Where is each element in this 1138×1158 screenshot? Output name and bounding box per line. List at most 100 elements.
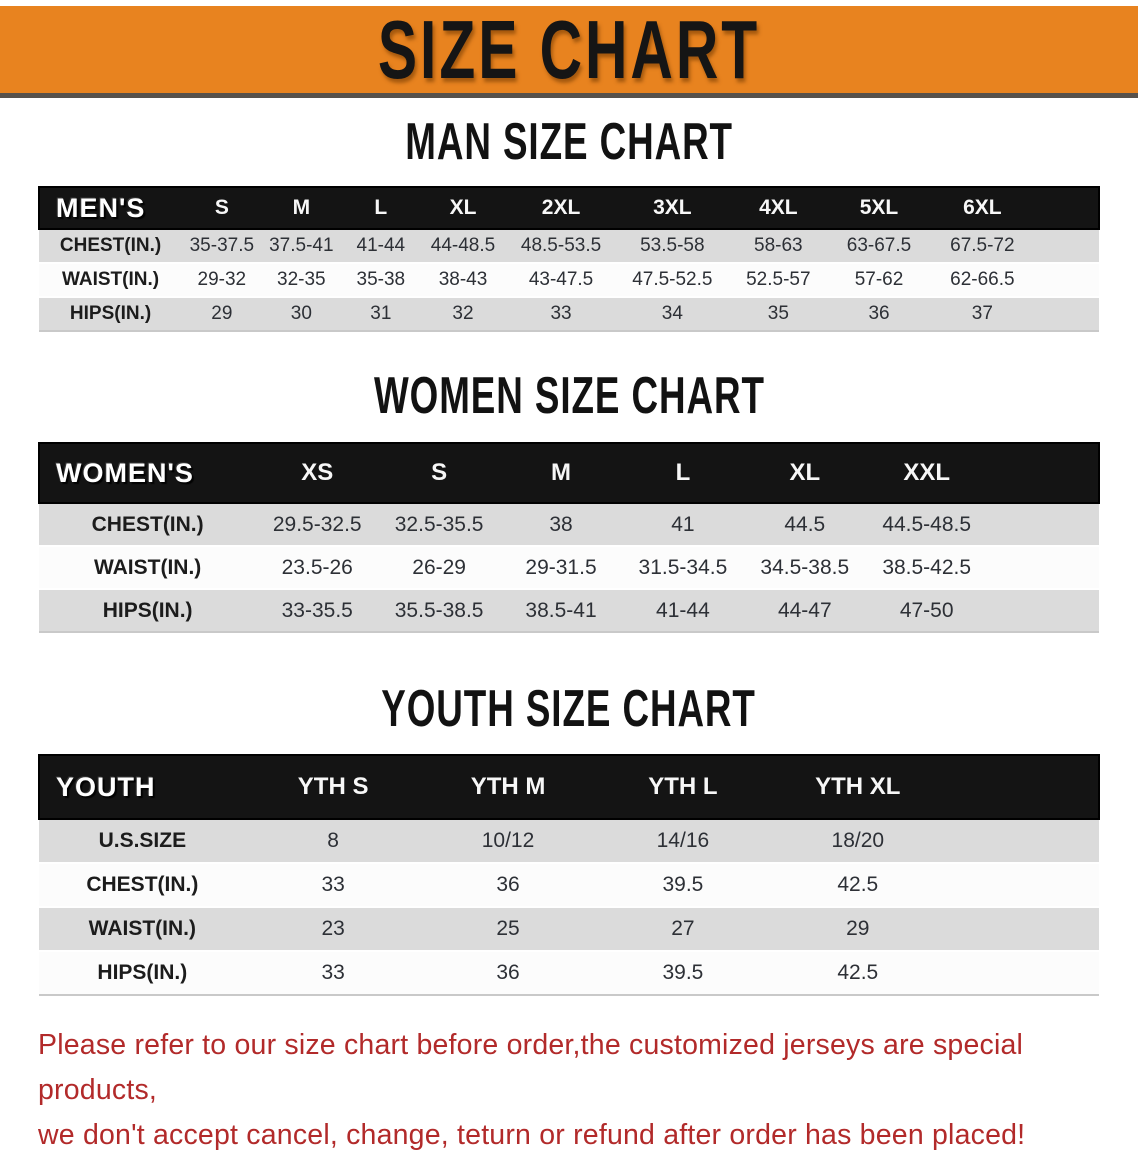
- size-value: 41: [621, 502, 744, 547]
- size-value: 29: [770, 906, 946, 952]
- men-size-header: 3XL: [616, 186, 728, 230]
- man-size-chart-heading: MAN SIZE CHART: [0, 113, 1138, 170]
- size-value: 52.5-57: [727, 263, 829, 297]
- size-value: 10/12: [420, 818, 596, 864]
- men-size-header: 2XL: [505, 186, 617, 230]
- men-size-header: 6XL: [929, 186, 1036, 230]
- women-hips-row: HIPS(IN.) 33-35.5 35.5-38.5 38.5-41 41-4…: [39, 588, 1099, 633]
- youth-header-row: YOUTH YTH S YTH M YTH L YTH XL: [38, 754, 1100, 820]
- size-value: 29-32: [182, 263, 262, 297]
- size-value: 23.5-26: [256, 546, 379, 589]
- size-value: 32.5-35.5: [378, 502, 501, 547]
- youth-size-chart-heading-text: YOUTH SIZE CHART: [381, 680, 757, 738]
- measurement-label: WAIST(IN.): [39, 906, 246, 952]
- size-value: 36: [420, 863, 596, 907]
- youth-hips-row: HIPS(IN.) 33 36 39.5 42.5: [39, 951, 1099, 996]
- size-value: 47.5-52.5: [616, 263, 728, 297]
- row-filler: [987, 546, 1099, 589]
- size-value: 33: [505, 296, 617, 332]
- measurement-label: CHEST(IN.): [39, 502, 257, 547]
- size-value: 44-48.5: [420, 228, 506, 264]
- size-value: 35.5-38.5: [378, 588, 501, 633]
- women-header-row: WOMEN'S XS S M L XL XXL: [37, 442, 1101, 504]
- size-value: 41-44: [621, 588, 744, 633]
- women-size-header: M: [500, 442, 622, 504]
- row-filler: [1035, 228, 1099, 264]
- size-value: 35: [727, 296, 829, 332]
- youth-size-header: YTH M: [420, 754, 596, 820]
- men-waist-row: WAIST(IN.) 29-32 32-35 35-38 38-43 43-47…: [39, 263, 1099, 297]
- youth-group-label: YOUTH: [38, 754, 246, 820]
- row-filler: [945, 863, 1099, 907]
- size-value: 39.5: [595, 863, 771, 907]
- men-header-filler: [1035, 186, 1100, 230]
- women-size-chart-heading: WOMEN SIZE CHART: [0, 367, 1138, 424]
- size-value: 35-38: [341, 263, 421, 297]
- size-value: 27: [595, 906, 771, 952]
- youth-header-filler: [945, 754, 1100, 820]
- men-header-row: MEN'S S M L XL 2XL 3XL 4XL 5XL 6XL: [37, 186, 1100, 230]
- size-value: 37: [929, 296, 1036, 332]
- youth-size-table: YOUTH YTH S YTH M YTH L YTH XL U.S.SIZE …: [38, 754, 1100, 996]
- measurement-label: U.S.SIZE: [39, 818, 246, 864]
- size-value: 38-43: [420, 263, 506, 297]
- size-value: 29: [182, 296, 262, 332]
- men-size-header: S: [182, 186, 262, 230]
- youth-size-header: YTH L: [595, 754, 771, 820]
- measurement-label: CHEST(IN.): [39, 228, 183, 264]
- disclaimer-line-2: we don't accept cancel, change, teturn o…: [38, 1119, 1026, 1151]
- youth-ussize-row: U.S.SIZE 8 10/12 14/16 18/20: [39, 818, 1099, 864]
- size-value: 35-37.5: [182, 228, 262, 264]
- row-filler: [945, 906, 1099, 952]
- size-value: 62-66.5: [929, 263, 1036, 297]
- size-value: 38.5-41: [500, 588, 622, 633]
- youth-waist-row: WAIST(IN.) 23 25 27 29: [39, 906, 1099, 952]
- youth-size-header: YTH S: [245, 754, 421, 820]
- women-size-header: XL: [743, 442, 866, 504]
- size-value: 42.5: [770, 951, 946, 996]
- size-value: 32-35: [261, 263, 342, 297]
- size-value: 44.5: [743, 502, 866, 547]
- measurement-label: HIPS(IN.): [39, 588, 257, 633]
- size-value: 48.5-53.5: [505, 228, 617, 264]
- youth-size-header: YTH XL: [770, 754, 946, 820]
- measurement-label: WAIST(IN.): [39, 546, 257, 589]
- youth-size-chart-heading: YOUTH SIZE CHART: [0, 680, 1138, 737]
- size-value: 38: [500, 502, 622, 547]
- size-value: 53.5-58: [616, 228, 728, 264]
- size-value: 26-29: [378, 546, 501, 589]
- women-size-header: XS: [256, 442, 379, 504]
- youth-chest-row: CHEST(IN.) 33 36 39.5 42.5: [39, 863, 1099, 907]
- size-value: 37.5-41: [261, 228, 342, 264]
- men-size-header: L: [341, 186, 421, 230]
- women-waist-row: WAIST(IN.) 23.5-26 26-29 29-31.5 31.5-34…: [39, 546, 1099, 589]
- order-disclaimer: Please refer to our size chart before or…: [38, 1023, 1102, 1158]
- size-value: 33: [245, 951, 421, 996]
- size-value: 57-62: [828, 263, 930, 297]
- row-filler: [945, 951, 1099, 996]
- men-group-label: MEN'S: [37, 186, 183, 230]
- size-value: 41-44: [341, 228, 421, 264]
- size-value: 33: [245, 863, 421, 907]
- size-value: 39.5: [595, 951, 771, 996]
- size-value: 31: [341, 296, 421, 332]
- measurement-label: WAIST(IN.): [39, 263, 183, 297]
- size-value: 47-50: [865, 588, 988, 633]
- men-size-header: M: [261, 186, 342, 230]
- size-value: 42.5: [770, 863, 946, 907]
- size-value: 32: [420, 296, 506, 332]
- size-chart-banner: SIZE CHART: [0, 3, 1138, 98]
- size-value: 25: [420, 906, 596, 952]
- men-size-table: MEN'S S M L XL 2XL 3XL 4XL 5XL 6XL CHEST…: [37, 186, 1100, 332]
- men-size-header: XL: [420, 186, 506, 230]
- size-value: 43-47.5: [505, 263, 617, 297]
- size-value: 31.5-34.5: [621, 546, 744, 589]
- row-filler: [987, 588, 1099, 633]
- size-value: 29-31.5: [500, 546, 622, 589]
- women-size-table: WOMEN'S XS S M L XL XXL CHEST(IN.) 29.5-…: [37, 442, 1101, 633]
- measurement-label: HIPS(IN.): [39, 951, 246, 996]
- men-size-header: 4XL: [727, 186, 829, 230]
- men-size-header: 5XL: [828, 186, 930, 230]
- size-value: 34: [616, 296, 728, 332]
- men-hips-row: HIPS(IN.) 29 30 31 32 33 34 35 36 37: [39, 296, 1099, 332]
